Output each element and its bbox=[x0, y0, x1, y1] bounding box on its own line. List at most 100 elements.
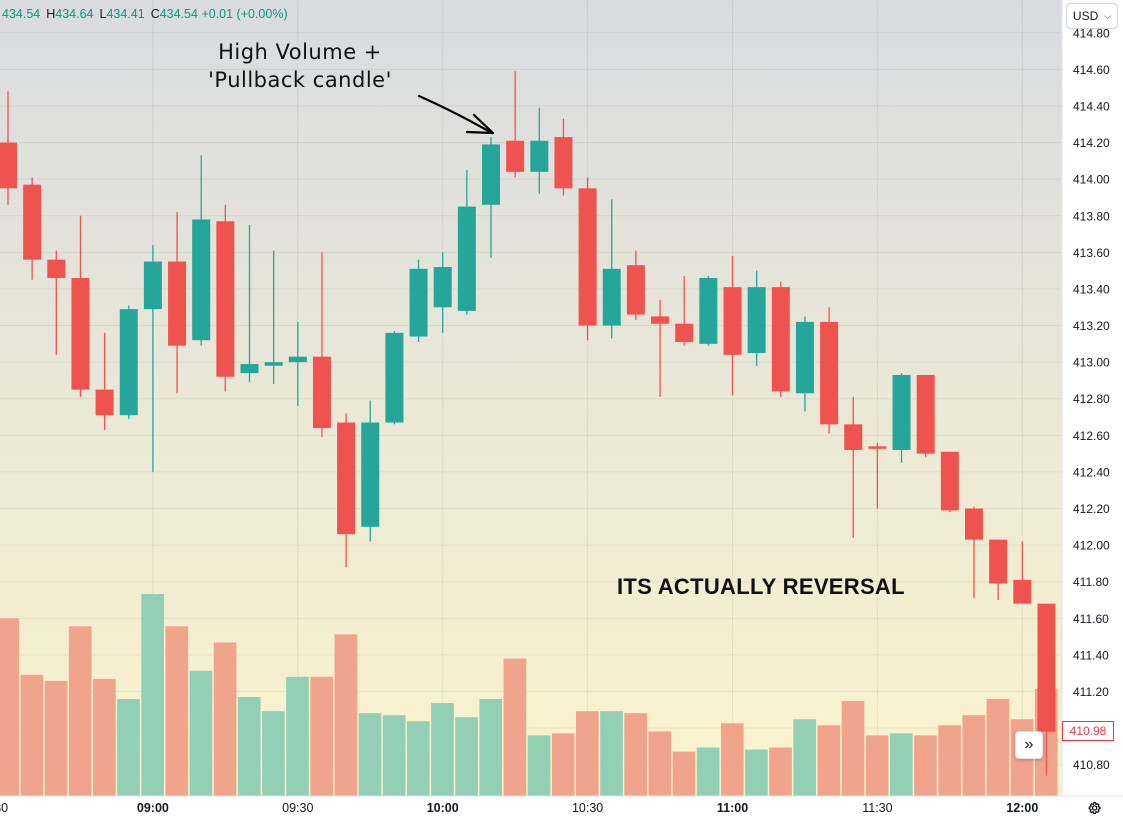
volume-bar bbox=[962, 715, 986, 796]
candle-body bbox=[240, 363, 259, 374]
volume-bar bbox=[841, 701, 865, 796]
time-tick-label: 11:00 bbox=[717, 801, 748, 815]
volume-bar bbox=[44, 680, 68, 796]
price-tick-label: 413.60 bbox=[1073, 246, 1110, 260]
candle-body bbox=[554, 137, 573, 189]
time-tick-label: 11:30 bbox=[862, 801, 892, 815]
candle-body bbox=[385, 332, 404, 423]
volume-bar bbox=[406, 721, 430, 796]
candle-body bbox=[771, 287, 790, 392]
settings-button[interactable] bbox=[1082, 797, 1106, 819]
volume-bar bbox=[720, 723, 744, 796]
price-tick-label: 414.00 bbox=[1073, 173, 1110, 187]
volume-bar bbox=[986, 699, 1010, 796]
volume-bar bbox=[262, 711, 285, 796]
price-tick-label: 411.20 bbox=[1073, 685, 1109, 699]
candle-body bbox=[95, 389, 114, 416]
candle-body bbox=[868, 446, 887, 449]
close-value: 434.54 bbox=[159, 7, 198, 21]
pullback-annotation: High Volume + 'Pullback candle' bbox=[190, 38, 410, 94]
price-axis-background[interactable] bbox=[1062, 0, 1123, 821]
volume-bar bbox=[576, 711, 599, 796]
volume-bar bbox=[600, 711, 623, 796]
price-tick-label: 413.20 bbox=[1073, 319, 1110, 333]
scroll-to-realtime-button[interactable]: » bbox=[1015, 731, 1043, 759]
candle-body bbox=[989, 539, 1008, 584]
pullback-annotation-line2: 'Pullback candle' bbox=[208, 68, 392, 92]
candle-body bbox=[312, 356, 331, 429]
candle-body bbox=[1037, 603, 1056, 732]
candle-body bbox=[192, 219, 211, 341]
volume-bar bbox=[938, 725, 961, 796]
price-tick-label: 410.80 bbox=[1073, 758, 1110, 772]
volume-bar bbox=[769, 747, 792, 796]
candle-body bbox=[216, 221, 235, 377]
price-tick-label: 412.20 bbox=[1073, 502, 1110, 516]
volume-bar bbox=[865, 735, 889, 796]
gear-icon bbox=[1088, 801, 1101, 815]
volume-bar bbox=[527, 735, 551, 796]
price-tick-label: 412.00 bbox=[1073, 539, 1110, 553]
time-axis-labels: 8:30 09:00 09:30 10:00 10:30 11:00 11:30 12:00 bbox=[0, 801, 1038, 815]
double-chevron-right-icon: » bbox=[1024, 736, 1034, 753]
volume-bar bbox=[358, 713, 382, 796]
candle-body bbox=[675, 323, 694, 343]
time-tick-label: 8:30 bbox=[0, 801, 8, 815]
price-tick-label: 412.80 bbox=[1073, 392, 1110, 406]
candle-body bbox=[0, 142, 17, 189]
candle-body bbox=[168, 261, 187, 346]
volume-bar bbox=[189, 670, 213, 796]
pullback-arrow bbox=[417, 94, 494, 135]
price-tick-label: 412.40 bbox=[1073, 465, 1110, 479]
volume-bar bbox=[745, 749, 768, 796]
volume-bar bbox=[286, 676, 309, 796]
candle-body bbox=[699, 277, 718, 344]
candle-body bbox=[433, 267, 452, 308]
volume-bar bbox=[479, 699, 503, 796]
candle-body bbox=[143, 261, 162, 310]
volume-bar bbox=[889, 733, 913, 796]
candle-body bbox=[361, 422, 380, 527]
volume-bar bbox=[382, 715, 406, 796]
open-value: 434.54 bbox=[2, 7, 41, 21]
time-tick-label: 09:00 bbox=[137, 801, 169, 815]
candle-body bbox=[795, 321, 814, 394]
reversal-annotation: ITS ACTUALLY REVERSAL bbox=[617, 574, 905, 599]
candle-body bbox=[337, 422, 356, 535]
volume-bar bbox=[696, 747, 720, 796]
price-tick-label: 414.80 bbox=[1073, 26, 1110, 40]
volume-bar bbox=[648, 731, 672, 796]
time-axis-background[interactable] bbox=[0, 796, 1062, 821]
price-tick-label: 414.60 bbox=[1073, 63, 1110, 77]
candle-body bbox=[844, 424, 863, 450]
volume-bar bbox=[141, 594, 164, 796]
volume-bar bbox=[68, 626, 92, 796]
volume-bar bbox=[624, 713, 647, 796]
candle-body bbox=[916, 374, 935, 454]
ohlc-legend: 434.54 H434.64 L434.41 C434.54 +0.01 (+0.00… bbox=[2, 7, 288, 21]
volume-bar bbox=[213, 642, 237, 796]
volume-bar bbox=[672, 751, 696, 796]
annotation-arrow bbox=[417, 94, 495, 135]
candle-body bbox=[1013, 579, 1032, 604]
high-value: 434.64 bbox=[55, 7, 94, 21]
close-label: C bbox=[150, 7, 160, 21]
price-tick-label: 411.40 bbox=[1073, 648, 1109, 662]
candle-body bbox=[820, 321, 839, 425]
candle-body bbox=[47, 259, 66, 278]
price-tick-label: 411.60 bbox=[1073, 612, 1109, 626]
candle-body bbox=[530, 140, 549, 172]
volume-bar bbox=[793, 719, 817, 796]
currency-label: USD bbox=[1072, 9, 1099, 23]
price-tick-label: 414.20 bbox=[1073, 136, 1110, 150]
candle-body bbox=[119, 309, 138, 416]
volume-bar bbox=[165, 626, 189, 796]
volume-bar bbox=[117, 699, 140, 796]
candle-body bbox=[940, 451, 959, 511]
candle-body bbox=[965, 508, 983, 540]
volume-bar bbox=[20, 674, 44, 796]
candles bbox=[0, 71, 1056, 776]
currency-selector[interactable]: USD ⌵ bbox=[1066, 3, 1118, 29]
